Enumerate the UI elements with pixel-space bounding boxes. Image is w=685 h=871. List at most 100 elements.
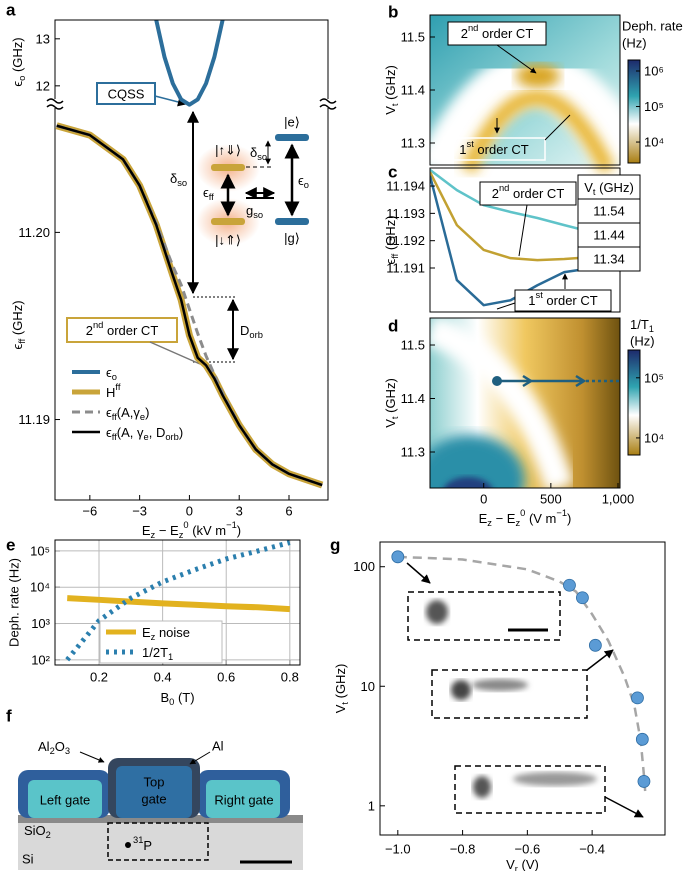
text-part: (GHz) xyxy=(383,378,398,416)
x-tick-label: −6 xyxy=(82,504,97,519)
text-part: (A, γ xyxy=(117,425,144,440)
text-part: so xyxy=(257,152,267,162)
text-part: (V) xyxy=(518,857,539,871)
text-part: 3 xyxy=(65,746,70,756)
text-part: E xyxy=(479,511,488,526)
text-part: V xyxy=(333,704,348,713)
label: 31P xyxy=(133,835,152,853)
colorbar-d xyxy=(627,349,641,456)
text-part: V xyxy=(506,857,515,871)
annotation: Dorb xyxy=(240,323,263,341)
text-part: o xyxy=(112,372,117,382)
text-part: ϵ xyxy=(10,81,25,87)
text-part: so xyxy=(253,210,263,220)
x-tick-label: 0 xyxy=(186,504,193,519)
text-part: z xyxy=(515,518,520,528)
text-part: − E xyxy=(492,511,516,526)
label: Right gate xyxy=(214,793,273,808)
x-axis-label: Vr (V) xyxy=(506,857,539,871)
y-tick-label: 11.194 xyxy=(386,179,425,194)
y-axis-label: ϵo (GHz) xyxy=(10,37,28,86)
colorbar-title: Deph. rate xyxy=(622,19,683,34)
y-tick-label: 11.5 xyxy=(401,338,425,353)
annotation: 2nd order CT xyxy=(461,23,534,41)
legend-label: ϵff(A, γe, Dorb) xyxy=(106,425,183,443)
colorbar-tick-label: 10⁶ xyxy=(644,63,664,78)
colorbar-title: (Hz) xyxy=(630,334,655,349)
text-part: ϵ xyxy=(106,405,112,420)
y-tick-label: 10³ xyxy=(31,616,50,631)
panel-label: e xyxy=(6,536,15,555)
text-part: 0 xyxy=(520,508,525,518)
text-part: ) xyxy=(145,405,149,420)
text-part: order CT xyxy=(103,323,158,338)
trajectory xyxy=(492,374,620,388)
text-part: − E xyxy=(155,523,179,538)
text-part: −1 xyxy=(556,508,567,518)
text-part: order CT xyxy=(509,186,564,201)
x-tick-label: 3 xyxy=(236,504,243,519)
x-tick-label: 0.2 xyxy=(90,670,108,685)
label: Al2O3 xyxy=(38,739,70,757)
y-tick-label: 10² xyxy=(31,652,50,667)
text-part: ) xyxy=(179,425,183,440)
x-tick-label: 0.4 xyxy=(154,670,172,685)
text-part: ) xyxy=(237,523,241,538)
text-part: H xyxy=(106,385,115,400)
text-part: e xyxy=(144,432,149,442)
y-axis-label: ϵff (GHz) xyxy=(10,300,28,349)
fit-line xyxy=(397,555,647,797)
text-part: ϵ xyxy=(383,259,398,265)
text-part: 0 xyxy=(169,697,174,707)
text-part: st xyxy=(467,139,475,149)
text-part: 1 xyxy=(459,142,466,157)
text-part: t xyxy=(390,103,400,106)
annotation: ϵo xyxy=(298,173,309,191)
point xyxy=(563,578,576,592)
series-line xyxy=(56,124,323,487)
plot-frame xyxy=(429,317,621,489)
text-part: V xyxy=(584,180,593,195)
colorbar-tick-label: 10⁵ xyxy=(644,99,664,114)
legend-label: Ez noise xyxy=(142,625,190,643)
device-cross-section xyxy=(18,751,303,870)
panel-label: b xyxy=(388,3,398,22)
text-part: 2 xyxy=(46,830,51,840)
text-part: t xyxy=(340,702,350,705)
y-tick-label: 12 xyxy=(36,78,50,93)
inset-diagram xyxy=(196,134,309,246)
colorbar-tick-label: 10⁴ xyxy=(644,430,664,445)
y-axis-label: Vt (GHz) xyxy=(333,664,351,714)
colorbar-b xyxy=(627,59,641,164)
x-tick-label: −3 xyxy=(132,504,147,519)
y-axis-label: Deph. rate (Hz) xyxy=(7,558,22,647)
plot-area-a xyxy=(55,20,324,489)
series-line xyxy=(65,540,291,662)
x-tick-label: −0.4 xyxy=(579,842,605,857)
text-part: g xyxy=(246,203,253,218)
annotation: 2nd order CT xyxy=(492,183,565,201)
text-part: o xyxy=(17,76,27,81)
text-part: noise xyxy=(155,625,190,640)
text-part: Al xyxy=(38,739,50,754)
text-part: z xyxy=(151,632,156,642)
annotation: |g⟩ xyxy=(284,231,300,246)
annotation: δso xyxy=(170,171,187,189)
x-axis-label: Ez − Ez0 (V m−1) xyxy=(479,508,572,528)
text-part: 2 xyxy=(461,26,468,41)
text-part: ff xyxy=(390,253,400,258)
y-tick-label: 10⁴ xyxy=(30,580,50,595)
text-part: r xyxy=(515,864,518,871)
text-part: (GHz) xyxy=(383,65,398,103)
axis-break xyxy=(46,98,64,110)
legend-label: Hff xyxy=(106,382,121,400)
y-tick-label: 11.5 xyxy=(401,29,425,44)
text-part: V xyxy=(383,106,398,115)
text-part: (GHz) xyxy=(10,300,25,338)
text-part: δ xyxy=(170,171,177,186)
annotation: |↓⇑⟩ xyxy=(215,233,241,248)
y-axis-label: ϵff (GHz) xyxy=(383,215,401,264)
colorbar-tick-label: 10⁴ xyxy=(644,135,664,150)
series-line xyxy=(154,20,225,107)
text-part: , D xyxy=(149,425,166,440)
